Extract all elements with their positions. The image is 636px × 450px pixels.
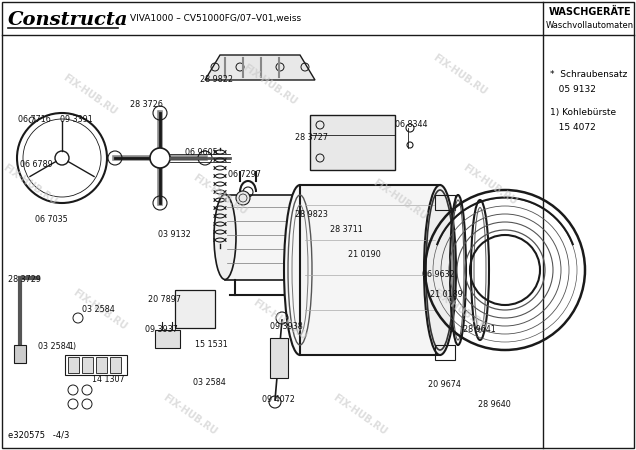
Text: 28 9640: 28 9640 — [478, 400, 511, 409]
Text: 09 3938: 09 3938 — [270, 322, 303, 331]
Bar — [435, 345, 455, 360]
Bar — [270, 338, 288, 378]
Text: FIX-HUB.RU: FIX-HUB.RU — [251, 298, 309, 342]
Text: FIX-HUB.RU: FIX-HUB.RU — [331, 393, 389, 437]
Text: 06 7716: 06 7716 — [18, 115, 51, 124]
Text: FIX-HUB.RU: FIX-HUB.RU — [161, 393, 219, 437]
Bar — [225, 195, 345, 280]
Text: FIX-HUB.RU: FIX-HUB.RU — [1, 163, 59, 207]
Text: 28 3711: 28 3711 — [330, 225, 363, 234]
Text: 15 1531: 15 1531 — [195, 340, 228, 349]
Bar — [82, 357, 93, 373]
Bar — [300, 185, 440, 355]
Text: 09 4072: 09 4072 — [262, 395, 295, 404]
Bar — [435, 195, 455, 210]
Ellipse shape — [334, 194, 356, 279]
Text: 03 2584: 03 2584 — [193, 378, 226, 387]
Text: FIX-HUB.RU: FIX-HUB.RU — [71, 288, 129, 332]
Text: FIX-HUB.RU: FIX-HUB.RU — [191, 173, 249, 217]
Polygon shape — [205, 55, 315, 80]
Text: 06 7297: 06 7297 — [228, 170, 261, 179]
Text: 05 9132: 05 9132 — [550, 85, 596, 94]
Text: VIVA1000 – CV51000FG/07–V01,weiss: VIVA1000 – CV51000FG/07–V01,weiss — [130, 14, 301, 22]
Bar — [14, 345, 26, 363]
Text: FIX-HUB.RU: FIX-HUB.RU — [461, 163, 519, 207]
Ellipse shape — [214, 194, 236, 279]
Text: WASCHGERÄTE: WASCHGERÄTE — [549, 7, 632, 17]
Text: 15 4072: 15 4072 — [550, 123, 596, 132]
Text: 28 9823: 28 9823 — [295, 210, 328, 219]
Bar — [96, 357, 107, 373]
Text: 28 3729: 28 3729 — [8, 275, 41, 284]
Text: 06 6789: 06 6789 — [20, 160, 53, 169]
Bar — [155, 330, 180, 348]
Text: 03 2584: 03 2584 — [38, 342, 71, 351]
Text: FIX-HUB.RU: FIX-HUB.RU — [431, 53, 489, 97]
Text: Waschvollautomaten: Waschvollautomaten — [546, 22, 634, 31]
Text: 28 9822: 28 9822 — [200, 75, 233, 84]
Text: 09 3391: 09 3391 — [60, 115, 93, 124]
Text: 21 0189: 21 0189 — [430, 290, 463, 299]
Text: 03 9132: 03 9132 — [158, 230, 191, 239]
Text: 1): 1) — [68, 342, 76, 351]
Circle shape — [236, 191, 250, 205]
Text: 03 2584: 03 2584 — [82, 305, 114, 314]
Text: 06 7035: 06 7035 — [35, 215, 68, 224]
Text: 28 3727: 28 3727 — [295, 133, 328, 142]
Bar — [68, 357, 79, 373]
Bar — [110, 357, 121, 373]
Text: e320575   -4/3: e320575 -4/3 — [8, 431, 69, 440]
Bar — [175, 290, 215, 328]
Ellipse shape — [424, 185, 456, 355]
Text: 06 9605: 06 9605 — [185, 148, 218, 157]
Text: FIX-HUB.RU: FIX-HUB.RU — [431, 288, 489, 332]
Text: Constructa: Constructa — [8, 11, 128, 29]
Text: FIX-HUB.RU: FIX-HUB.RU — [241, 63, 299, 107]
Ellipse shape — [284, 185, 316, 355]
Text: 21 0190: 21 0190 — [348, 250, 381, 259]
Circle shape — [150, 148, 170, 168]
Text: 09 3937: 09 3937 — [145, 325, 178, 334]
Text: 28 3726: 28 3726 — [130, 100, 163, 109]
Text: 20 9674: 20 9674 — [428, 380, 461, 389]
Text: FIX-HUB.RU: FIX-HUB.RU — [371, 178, 429, 222]
Text: 28 9641: 28 9641 — [463, 325, 495, 334]
Text: 14 1307: 14 1307 — [92, 375, 125, 384]
Text: 06 8344: 06 8344 — [395, 120, 427, 129]
Text: 06 9632: 06 9632 — [422, 270, 455, 279]
Text: 20 7897: 20 7897 — [148, 295, 181, 304]
Text: FIX-HUB.RU: FIX-HUB.RU — [61, 73, 119, 117]
Text: *  Schraubensatz: * Schraubensatz — [550, 70, 627, 79]
Bar — [310, 115, 395, 170]
Bar — [65, 355, 127, 375]
Text: 1) Kohlebürste: 1) Kohlebürste — [550, 108, 616, 117]
